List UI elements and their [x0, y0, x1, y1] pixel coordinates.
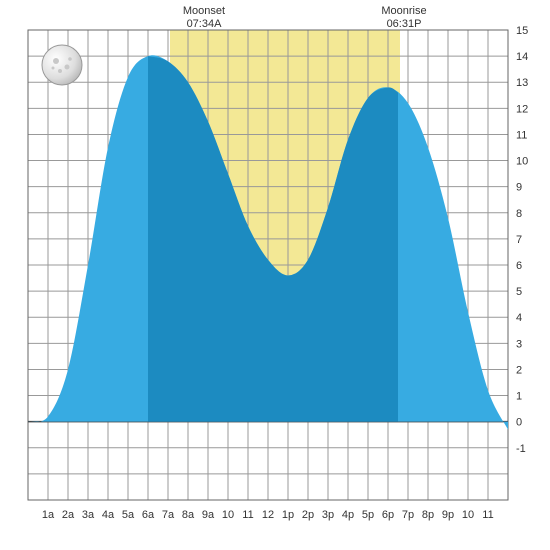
x-tick-label: 12	[262, 509, 274, 521]
moonrise-time: 06:31P	[387, 18, 422, 30]
y-tick-label: 15	[516, 25, 528, 37]
x-tick-label: 9a	[202, 509, 215, 521]
x-tick-label: 6a	[142, 509, 155, 521]
x-tick-label: 7p	[402, 509, 414, 521]
moonset-label: Moonset	[183, 5, 225, 17]
x-tick-label: 8a	[182, 509, 195, 521]
moonrise-label: Moonrise	[381, 5, 426, 17]
x-tick-label: 3p	[322, 509, 334, 521]
y-tick-label: 3	[516, 338, 522, 350]
x-tick-label: 5a	[122, 509, 135, 521]
y-tick-label: 9	[516, 182, 522, 194]
x-tick-label: 4a	[102, 509, 115, 521]
x-tick-label: 9p	[442, 509, 454, 521]
x-tick-label: 10	[462, 509, 474, 521]
x-tick-label: 5p	[362, 509, 374, 521]
y-tick-label: 13	[516, 77, 528, 89]
y-tick-label: 7	[516, 234, 522, 246]
y-tick-label: 2	[516, 364, 522, 376]
x-tick-label: 1a	[42, 509, 55, 521]
y-tick-label: 1	[516, 391, 522, 403]
y-tick-label: 4	[516, 312, 522, 324]
y-tick-label: 8	[516, 208, 522, 220]
x-tick-label: 3a	[82, 509, 95, 521]
x-tick-label: 6p	[382, 509, 394, 521]
y-tick-label: 0	[516, 417, 522, 429]
x-tick-label: 2p	[302, 509, 314, 521]
y-tick-label: 12	[516, 103, 528, 115]
y-tick-label: 6	[516, 260, 522, 272]
y-tick-label: 14	[516, 51, 528, 63]
tide-chart: -101234567891011121314151a2a3a4a5a6a7a8a…	[0, 0, 550, 550]
x-tick-label: 1p	[282, 509, 294, 521]
y-tick-label: -1	[516, 443, 526, 455]
x-tick-label: 11	[242, 509, 253, 521]
x-tick-label: 4p	[342, 509, 354, 521]
x-tick-label: 7a	[162, 509, 175, 521]
x-tick-label: 11	[482, 509, 493, 521]
y-tick-label: 5	[516, 286, 522, 298]
chart-svg: -101234567891011121314151a2a3a4a5a6a7a8a…	[0, 0, 550, 550]
y-tick-label: 10	[516, 156, 528, 168]
x-tick-label: 8p	[422, 509, 434, 521]
x-tick-label: 10	[222, 509, 234, 521]
moonset-time: 07:34A	[187, 18, 223, 30]
moon-icon	[42, 45, 82, 85]
x-tick-label: 2a	[62, 509, 75, 521]
y-tick-label: 11	[516, 129, 527, 141]
